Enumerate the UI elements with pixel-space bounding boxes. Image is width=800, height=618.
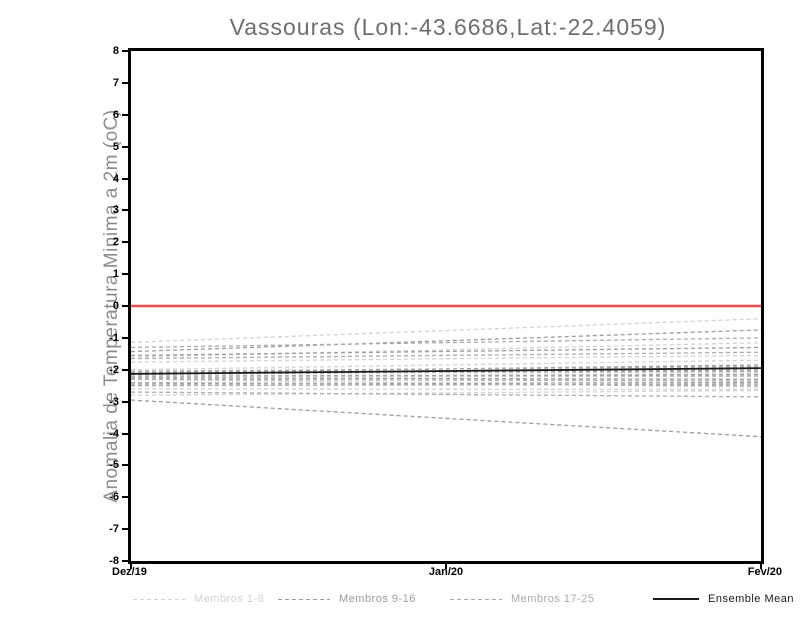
x-tick-mark bbox=[130, 564, 132, 569]
y-tick-mark bbox=[122, 177, 128, 180]
y-tick-label: -7 bbox=[109, 523, 119, 536]
ensemble-member-line bbox=[131, 388, 761, 391]
x-tick-label-dez19: Dez/19 bbox=[112, 566, 147, 578]
ensemble-member-line bbox=[131, 399, 761, 438]
dashed-line-swatch bbox=[450, 598, 502, 600]
y-tick-mark bbox=[122, 560, 128, 562]
y-tick-mark bbox=[122, 528, 128, 531]
dashed-line-swatch bbox=[278, 598, 330, 600]
y-tick-mark bbox=[122, 368, 128, 371]
y-tick-label: -2 bbox=[109, 363, 119, 376]
y-tick-mark bbox=[122, 145, 128, 148]
legend-item-membros-1-8: Membros 1-8 bbox=[133, 592, 264, 606]
y-tick-mark bbox=[122, 305, 128, 307]
x-tick-label-fev20: Fev/20 bbox=[747, 566, 782, 578]
ensemble-member-line bbox=[131, 378, 761, 382]
y-tick-label: -4 bbox=[109, 427, 119, 440]
ensemble-member-line bbox=[131, 389, 761, 396]
ensemble-member-line bbox=[131, 351, 761, 360]
y-tick-label: -1 bbox=[109, 331, 119, 344]
y-tick-label: -6 bbox=[109, 491, 119, 504]
y-tick-mark bbox=[122, 241, 128, 244]
legend-item-membros-9-16: Membros 9-16 bbox=[278, 592, 416, 606]
y-tick-label: 1 bbox=[112, 268, 119, 281]
y-tick-label: 3 bbox=[112, 204, 119, 217]
legend-item-membros-17-25: Membros 17-25 bbox=[450, 592, 595, 606]
ensemble-member-line bbox=[131, 391, 761, 398]
y-tick-mark bbox=[122, 113, 128, 116]
ensemble-member-line bbox=[131, 365, 761, 372]
legend-label: Membros 17-25 bbox=[511, 593, 595, 605]
ensemble-member-line bbox=[131, 383, 761, 387]
y-tick-label: 2 bbox=[112, 236, 119, 249]
x-tick-label-jan20: Jan/20 bbox=[428, 566, 464, 578]
y-tick-mark bbox=[122, 336, 128, 339]
y-tick-label: 0 bbox=[112, 300, 119, 312]
y-tick-label: 6 bbox=[112, 108, 119, 121]
ensemble-member-line bbox=[131, 318, 761, 343]
legend-item-ensemble-mean: Ensemble Mean bbox=[653, 592, 794, 606]
y-tick-label: -5 bbox=[109, 459, 119, 472]
chart-title: Vassouras (Lon:-43.6686,Lat:-22.4059) bbox=[229, 14, 667, 40]
y-tick-mark bbox=[122, 400, 128, 403]
x-tick-mark bbox=[445, 564, 447, 569]
solid-line-swatch bbox=[653, 598, 699, 600]
y-tick-label: 5 bbox=[112, 140, 119, 153]
ensemble-member-line bbox=[131, 359, 761, 371]
ensemble-member-line bbox=[131, 354, 761, 363]
ensemble-member-line bbox=[131, 329, 761, 353]
ensemble-member-line bbox=[131, 337, 761, 349]
y-tick-label: 8 bbox=[112, 45, 119, 57]
legend-label: Membros 1-8 bbox=[194, 593, 265, 605]
legend-label: Ensemble Mean bbox=[708, 593, 794, 605]
y-tick-mark bbox=[122, 50, 128, 52]
ensemble-member-line bbox=[131, 377, 761, 380]
plot-canvas bbox=[131, 304, 761, 438]
y-tick-mark bbox=[122, 209, 128, 212]
y-tick-mark bbox=[122, 464, 128, 467]
ensemble-member-line bbox=[131, 381, 761, 385]
y-tick-mark bbox=[122, 432, 128, 435]
y-tick-label: 7 bbox=[112, 76, 119, 89]
y-tick-mark bbox=[122, 81, 128, 84]
ensemble-member-line bbox=[131, 346, 761, 357]
ensemble-member-line bbox=[131, 381, 761, 387]
y-tick-mark bbox=[122, 496, 128, 499]
y-tick-label: -8 bbox=[109, 555, 119, 567]
plot-area bbox=[128, 48, 764, 564]
ensemble-mean-line bbox=[131, 367, 761, 375]
dashed-line-swatch bbox=[133, 598, 185, 600]
y-tick-label: -3 bbox=[109, 395, 119, 408]
y-tick-mark bbox=[122, 273, 128, 276]
y-tick-label: 4 bbox=[112, 172, 119, 185]
legend-label: Membros 9-16 bbox=[339, 593, 416, 605]
x-tick-mark bbox=[760, 564, 762, 569]
